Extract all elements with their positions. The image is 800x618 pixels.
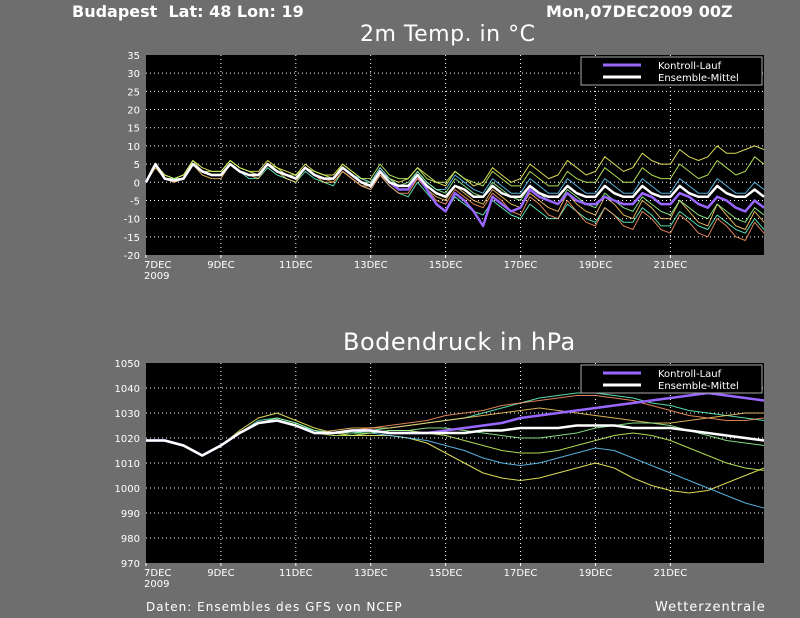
y-tick-label: -15 [124, 233, 140, 244]
y-tick-label: 970 [121, 559, 140, 570]
y-tick-label: 990 [121, 509, 140, 520]
y-tick-label: 1010 [115, 459, 140, 470]
y-tick-label: 25 [127, 87, 140, 98]
x-tick-label: 11DEC [279, 260, 313, 271]
x-tick-label: 13DEC [354, 568, 388, 579]
y-tick-label: 10 [127, 142, 140, 153]
y-tick-label: 1020 [115, 434, 140, 445]
chart-0: -20 -15 -10 -5 0 5 10 15 20 25 30 35 7DEC 9DEC 11DEC 13… [124, 51, 765, 282]
y-tick-label: 1000 [115, 484, 140, 495]
series-member-line [146, 412, 765, 494]
y-tick-label: 1050 [115, 359, 140, 370]
y-tick-label: 5 [134, 160, 140, 171]
y-tick-label: 20 [127, 106, 140, 117]
x-tick-label: 21DEC [653, 260, 687, 271]
series-member-line [145, 156, 765, 187]
y-tick-label: 1030 [115, 409, 140, 420]
legend-label: Ensemble-Mittel [658, 73, 739, 84]
data-source-note: Daten: Ensembles des GFS von NCEP [146, 600, 403, 614]
x-tick-label: 11DEC [279, 568, 313, 579]
series-ensemble-mean [144, 162, 765, 199]
legend-box [580, 56, 763, 86]
datetime-header: Mon,07DEC2009 00Z [546, 2, 733, 21]
y-tick-label: 15 [127, 124, 140, 135]
x-tick-label: 9DEC [207, 568, 234, 579]
y-tick-label: 0 [134, 178, 140, 189]
brand-label: Wetterzentrale [655, 600, 766, 615]
y-tick-label: -5 [130, 196, 140, 207]
legend-label: Kontroll-Lauf [658, 369, 722, 380]
x-tick-label: 17DEC [504, 568, 538, 579]
series-ensemble-mean [146, 419, 765, 457]
x-tick-label: 15DEC [429, 260, 463, 271]
x-tick-label: 19DEC [579, 260, 613, 271]
y-tick-label: 1040 [115, 384, 140, 395]
legend-box [580, 364, 763, 394]
x-tick-label: 7DEC [144, 568, 171, 579]
x-tick-year-label: 2009 [144, 271, 169, 282]
legend-label: Ensemble-Mittel [658, 381, 739, 392]
legend-label: Kontroll-Lauf [658, 61, 722, 72]
y-tick-label: -20 [124, 251, 140, 262]
x-tick-year-label: 2009 [144, 579, 169, 590]
series-member-line [145, 163, 765, 234]
x-tick-label: 21DEC [653, 568, 687, 579]
plot-area [146, 55, 764, 255]
pressure-chart-title: Bodendruck in hPa [343, 328, 576, 356]
y-tick-label: -10 [124, 215, 140, 226]
x-tick-label: 9DEC [207, 260, 234, 271]
y-tick-label: 30 [127, 69, 140, 80]
x-tick-label: 19DEC [579, 568, 613, 579]
x-tick-label: 17DEC [504, 260, 538, 271]
chart-1: 970 980 990 1000 1010 1020 1030 1040 1050 7DEC 9DE… [115, 359, 765, 590]
location-header: Budapest Lat: 48 Lon: 19 [72, 2, 304, 21]
x-tick-label: 15DEC [429, 568, 463, 579]
x-tick-label: 13DEC [354, 260, 388, 271]
y-tick-label: 980 [121, 534, 140, 545]
temp-chart-title: 2m Temp. in °C [360, 22, 536, 47]
x-tick-label: 7DEC [144, 260, 171, 271]
y-tick-label: 35 [127, 51, 140, 62]
